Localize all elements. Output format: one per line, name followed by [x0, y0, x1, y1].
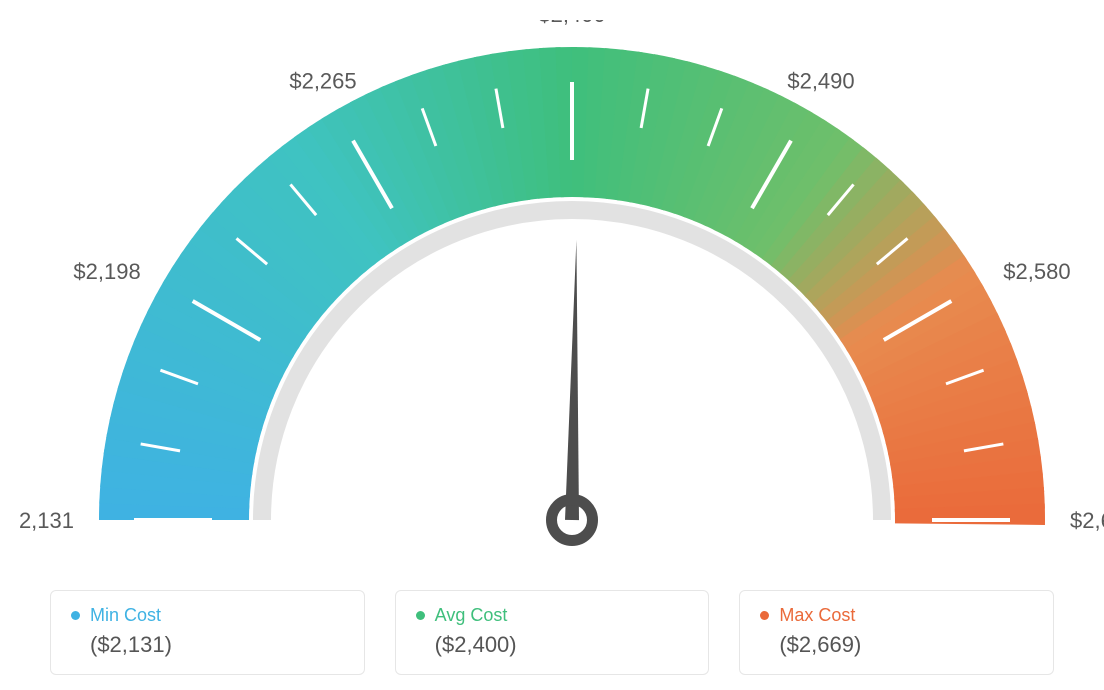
gauge-needle — [565, 240, 579, 520]
avg-cost-header: Avg Cost — [416, 605, 689, 626]
gauge-area: $2,131$2,198$2,265$2,400$2,490$2,580$2,6… — [20, 20, 1084, 580]
gauge-tick-label: $2,580 — [1003, 259, 1070, 284]
max-cost-label: Max Cost — [779, 605, 855, 626]
gauge-chart-container: $2,131 $2,198 $2,265 $2,400 $2,490 $2,580 $2,6… — [0, 0, 1104, 690]
max-cost-dot — [760, 611, 769, 620]
max-cost-card: Max Cost ($2,669) — [739, 590, 1054, 675]
min-cost-dot — [71, 611, 80, 620]
min-cost-label: Min Cost — [90, 605, 161, 626]
gauge-tick-label: $2,669 — [1070, 508, 1104, 533]
gauge-tick-label: $2,131 — [20, 508, 74, 533]
max-cost-header: Max Cost — [760, 605, 1033, 626]
avg-cost-label: Avg Cost — [435, 605, 508, 626]
gauge-svg: $2,131 $2,198 $2,265 $2,400 $2,490 $2,580 $2,6… — [20, 20, 1104, 580]
summary-cards: Min Cost ($2,131) Avg Cost ($2,400) Max … — [20, 590, 1084, 675]
min-cost-card: Min Cost ($2,131) — [50, 590, 365, 675]
gauge-tick-label: $2,198 — [73, 259, 140, 284]
max-cost-value: ($2,669) — [760, 632, 1033, 658]
avg-cost-dot — [416, 611, 425, 620]
min-cost-header: Min Cost — [71, 605, 344, 626]
min-cost-value: ($2,131) — [71, 632, 344, 658]
gauge-tick-label: $2,490 — [787, 69, 854, 94]
gauge-tick-label: $2,265 — [289, 69, 356, 94]
gauge-tick-label: $2,400 — [538, 20, 605, 27]
avg-cost-value: ($2,400) — [416, 632, 689, 658]
avg-cost-card: Avg Cost ($2,400) — [395, 590, 710, 675]
